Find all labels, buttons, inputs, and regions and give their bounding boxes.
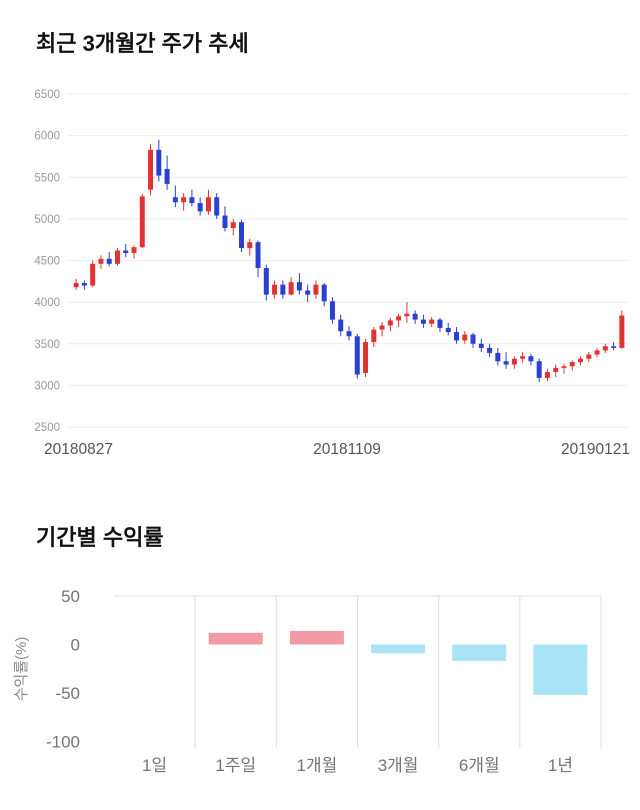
return-bar — [208, 632, 263, 645]
price-y-tick-label: 6000 — [34, 131, 60, 143]
candle-body — [247, 242, 253, 249]
candle-body — [123, 250, 129, 254]
candle-body — [81, 282, 87, 286]
candle-body — [114, 250, 120, 264]
candle-body — [239, 222, 245, 249]
return-category-label: 1일 — [142, 756, 167, 775]
candle-body — [131, 247, 137, 254]
return-category-label: 3개월 — [378, 756, 419, 775]
period-return-title: 기간별 수익률 — [36, 525, 164, 550]
candle-body — [230, 222, 236, 229]
return-bar — [289, 630, 344, 645]
price-trend-title: 최근 3개월간 주가 추세 — [36, 31, 249, 56]
return-y-tick-label: 0 — [71, 636, 80, 655]
candle-body — [445, 327, 451, 333]
candle-body — [214, 197, 220, 216]
candle-body — [98, 258, 104, 264]
candle-body — [148, 149, 154, 190]
price-y-tick-label: 4000 — [34, 297, 60, 309]
candle-body — [280, 284, 286, 295]
candle-body — [288, 282, 294, 295]
return-category-label: 1개월 — [297, 756, 338, 775]
candle-body — [255, 242, 261, 268]
candle-body — [106, 258, 112, 264]
candle-body — [478, 343, 484, 348]
price-x-tick-label: 20190121 — [561, 441, 630, 458]
candle-body — [462, 334, 468, 341]
candle-body — [338, 319, 344, 332]
candle-body — [354, 336, 360, 375]
price-y-tick-label: 2500 — [34, 422, 60, 434]
candle-body — [544, 372, 550, 378]
price-x-tick-label: 20180827 — [44, 441, 113, 458]
candle-body — [511, 358, 517, 365]
candle-body — [205, 197, 211, 212]
candle-body — [90, 263, 96, 286]
candle-body — [371, 329, 377, 343]
price-y-tick-label: 5500 — [34, 172, 60, 184]
candle-body — [139, 196, 145, 248]
candle-body — [528, 356, 534, 362]
candle-body — [487, 347, 493, 353]
return-bar — [371, 644, 426, 654]
candle-body — [329, 301, 335, 320]
return-category-label: 6개월 — [459, 756, 500, 775]
candle-body — [495, 352, 501, 362]
candle-body — [321, 284, 327, 302]
return-y-tick-label: 50 — [61, 587, 80, 606]
candle-body — [379, 325, 385, 330]
return-y-tick-label: -50 — [55, 684, 80, 703]
candle-body — [313, 284, 319, 295]
candle-body — [363, 342, 369, 373]
candle-body — [296, 282, 302, 291]
candle-body — [272, 284, 278, 295]
candle-body — [412, 313, 418, 320]
candle-body — [181, 197, 187, 203]
candle-body — [156, 149, 162, 176]
candle-body — [619, 315, 625, 348]
candle-body — [453, 332, 459, 341]
period-return-bar-chart: 50 0 -50 -100 수익률(%) 1일 1주일 1개월 3개월 6개월 1년 — [13, 587, 602, 775]
candle-body — [222, 215, 228, 229]
return-category-label: 1년 — [548, 756, 573, 775]
candle-body — [73, 282, 79, 288]
price-y-tick-label: 3500 — [34, 339, 60, 351]
price-x-tick-label: 20181109 — [313, 441, 381, 458]
candle-body — [470, 334, 476, 344]
candle-body — [305, 290, 311, 295]
price-y-tick-label: 3000 — [34, 380, 60, 392]
candle-body — [429, 319, 435, 324]
candle-body — [197, 203, 203, 212]
price-y-tick-label: 5000 — [34, 214, 60, 226]
candle-body — [404, 313, 410, 317]
candle-body — [553, 367, 559, 373]
return-bar — [533, 644, 588, 695]
candle-body — [346, 331, 352, 337]
candle-body — [569, 362, 575, 367]
return-y-axis-label: 수익률(%) — [13, 637, 30, 702]
candle-body — [586, 354, 592, 359]
candle-body — [164, 168, 170, 184]
price-y-tick-label: 6500 — [34, 89, 60, 101]
candle-body — [578, 358, 584, 363]
candle-body — [387, 320, 393, 326]
return-category-label: 1주일 — [215, 756, 256, 775]
candle-body — [536, 361, 542, 378]
price-y-tick-label: 4500 — [34, 256, 60, 268]
candle-body — [189, 197, 195, 204]
candle-body — [594, 350, 600, 355]
candle-body — [503, 361, 509, 365]
candle-body — [561, 366, 567, 368]
candle-body — [420, 319, 426, 324]
candle-body — [611, 346, 617, 348]
candle-body — [602, 346, 608, 351]
candle-body — [172, 197, 178, 203]
candle-body — [520, 356, 526, 359]
candle-body — [396, 316, 402, 321]
candle-body — [437, 319, 443, 328]
candle-body — [263, 267, 269, 295]
return-bar — [452, 644, 507, 661]
price-candlestick-chart: 6500 6000 5500 5000 4500 4000 3500 3000 2500 2018… — [34, 89, 630, 458]
return-y-tick-label: -100 — [46, 733, 80, 752]
